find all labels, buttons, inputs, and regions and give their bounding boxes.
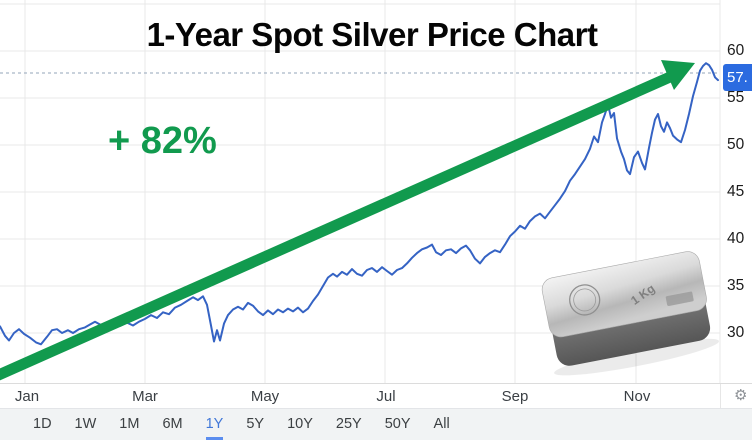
price-chart-canvas[interactable]: 1 Kg <box>0 0 752 383</box>
gain-annotation: + 82% <box>108 120 217 162</box>
silver-bar-image: 1 Kg <box>541 251 720 376</box>
y-axis-label-30: 30 <box>727 324 745 341</box>
range-button-50y[interactable]: 50Y <box>384 416 411 432</box>
settings-gear-icon[interactable]: ⚙ <box>734 387 748 404</box>
x-axis-label-mar: Mar <box>132 388 158 405</box>
range-button-10y[interactable]: 10Y <box>287 416 313 432</box>
trend-arrow <box>0 60 695 381</box>
range-button-25y[interactable]: 25Y <box>335 416 362 432</box>
range-button-all[interactable]: All <box>433 416 450 432</box>
price-line-series <box>0 62 719 346</box>
y-axis-label-45: 45 <box>727 183 745 200</box>
x-axis-label-jan: Jan <box>14 388 40 405</box>
y-axis-label-50: 50 <box>727 136 745 153</box>
range-button-5y[interactable]: 5Y <box>246 416 265 432</box>
range-button-6m[interactable]: 6M <box>162 416 183 432</box>
x-axis-label-jul: Jul <box>376 388 396 405</box>
x-axis-row: Jan Mar May Jul Sep Nov ⚙ <box>0 383 752 409</box>
assay-stamp <box>665 291 694 306</box>
range-button-1d[interactable]: 1D <box>33 416 52 432</box>
x-axis-label-may: May <box>250 388 280 405</box>
axis-divider <box>720 384 721 409</box>
mint-seal-icon <box>569 284 601 316</box>
arrow-head-icon <box>661 60 695 90</box>
y-axis-label-55: 55 <box>727 89 745 106</box>
x-axis-label-nov: Nov <box>623 388 651 405</box>
current-price-badge: 57. <box>723 64 752 91</box>
y-axis-label-60: 60 <box>727 42 745 59</box>
range-button-1y[interactable]: 1Y <box>205 409 224 440</box>
chart-title: 1-Year Spot Silver Price Chart <box>146 16 598 53</box>
y-axis-label-35: 35 <box>727 277 745 294</box>
range-button-1m[interactable]: 1M <box>119 416 140 432</box>
range-selector-toolbar: 1D 1W 1M 6M 1Y 5Y 10Y 25Y 50Y All <box>0 408 752 440</box>
y-axis-label-40: 40 <box>727 230 745 247</box>
range-button-1w[interactable]: 1W <box>74 416 97 432</box>
x-axis-label-sep: Sep <box>501 388 529 405</box>
